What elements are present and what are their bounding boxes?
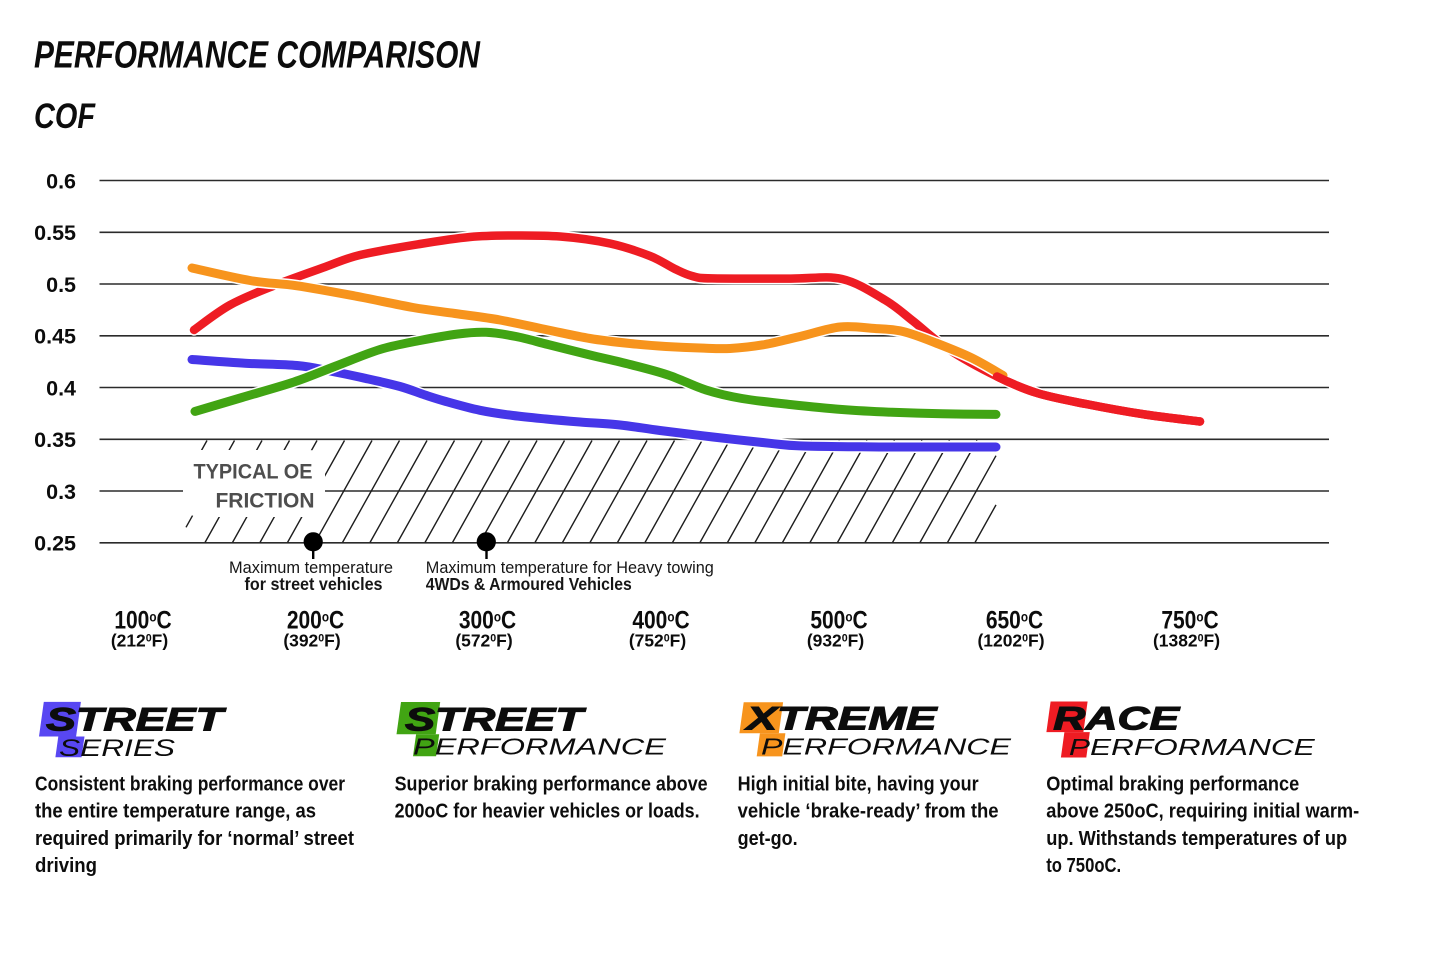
svg-text:4WDs & Armoured Vehicles: 4WDs & Armoured Vehicles [426, 574, 632, 594]
svg-text:High initial bite, having your: High initial bite, having your [738, 774, 979, 796]
svg-text:0.6: 0.6 [46, 169, 76, 193]
svg-text:COF: COF [34, 97, 96, 136]
svg-text:PERFORMANCE: PERFORMANCE [413, 734, 667, 759]
svg-text:driving: driving [35, 855, 97, 877]
svg-text:0.55: 0.55 [34, 221, 76, 245]
svg-text:(12020F): (12020F) [977, 630, 1044, 650]
svg-text:500oC: 500oC [810, 606, 868, 634]
svg-text:(7520F): (7520F) [629, 630, 686, 650]
svg-text:the entire temperature range,: the entire temperature range, as [35, 801, 316, 823]
svg-text:get-go.: get-go. [738, 828, 798, 850]
svg-text:200oC: 200oC [287, 606, 345, 634]
svg-text:0.5: 0.5 [46, 273, 76, 297]
svg-text:0.4: 0.4 [46, 376, 76, 400]
svg-text:for street vehicles: for street vehicles [245, 574, 383, 594]
svg-text:STREET: STREET [46, 702, 227, 737]
svg-text:(9320F): (9320F) [807, 630, 864, 650]
svg-text:PERFORMANCE: PERFORMANCE [761, 734, 1011, 760]
svg-text:PERFORMANCE COMPARISON: PERFORMANCE COMPARISON [34, 35, 481, 77]
svg-text:650oC: 650oC [986, 606, 1044, 634]
svg-text:750oC: 750oC [1161, 606, 1219, 634]
svg-text:RACE: RACE [1053, 701, 1180, 737]
svg-text:XTREME: XTREME [744, 701, 938, 737]
svg-text:Maximum temperature: Maximum temperature [229, 558, 393, 577]
svg-text:Optimal braking performance: Optimal braking performance [1046, 774, 1299, 796]
svg-text:PERFORMANCE: PERFORMANCE [1069, 734, 1316, 760]
svg-text:200oC for heavier vehicles or: 200oC for heavier vehicles or loads. [395, 801, 700, 823]
svg-text:(13820F): (13820F) [1153, 630, 1220, 650]
svg-text:Consistent braking performance: Consistent braking performance over [35, 774, 345, 796]
svg-text:0.35: 0.35 [34, 428, 76, 452]
svg-text:FRICTION: FRICTION [216, 490, 315, 513]
svg-text:SERIES: SERIES [59, 735, 175, 761]
svg-text:0.25: 0.25 [34, 532, 76, 556]
svg-text:0.3: 0.3 [46, 480, 76, 504]
svg-text:400oC: 400oC [632, 606, 690, 634]
svg-text:(3920F): (3920F) [283, 630, 340, 650]
svg-text:300oC: 300oC [459, 606, 517, 634]
svg-text:above 250oC, requiring initial: above 250oC, requiring initial warm- [1046, 801, 1359, 823]
svg-text:(5720F): (5720F) [455, 630, 512, 650]
svg-text:required primarily for ‘normal: required primarily for ‘normal’ street [35, 828, 354, 850]
svg-text:up. Withstands temperatures of: up. Withstands temperatures of up [1046, 828, 1347, 850]
svg-text:TYPICAL OE: TYPICAL OE [194, 461, 313, 484]
svg-text:to 750oC.: to 750oC. [1046, 855, 1121, 877]
svg-text:Maximum temperature for Heavy: Maximum temperature for Heavy towing [426, 558, 714, 577]
svg-text:vehicle ‘brake-ready’ from the: vehicle ‘brake-ready’ from the [738, 801, 999, 823]
svg-text:STREET: STREET [405, 702, 587, 737]
svg-text:0.45: 0.45 [34, 325, 76, 349]
svg-text:Superior braking performance a: Superior braking performance above [395, 774, 708, 796]
svg-text:100oC: 100oC [114, 606, 172, 634]
svg-text:(2120F): (2120F) [111, 630, 168, 650]
